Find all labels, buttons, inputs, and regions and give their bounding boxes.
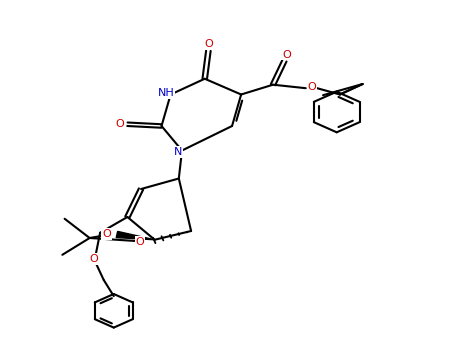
- Text: O: O: [116, 119, 125, 129]
- Text: O: O: [204, 40, 213, 49]
- Text: O: O: [282, 50, 291, 60]
- Polygon shape: [116, 231, 155, 240]
- Text: O: O: [135, 237, 144, 247]
- Text: O: O: [89, 254, 98, 264]
- Text: O: O: [102, 229, 111, 239]
- Text: O: O: [307, 83, 316, 92]
- Text: NH: NH: [158, 88, 174, 98]
- Text: N: N: [174, 147, 182, 157]
